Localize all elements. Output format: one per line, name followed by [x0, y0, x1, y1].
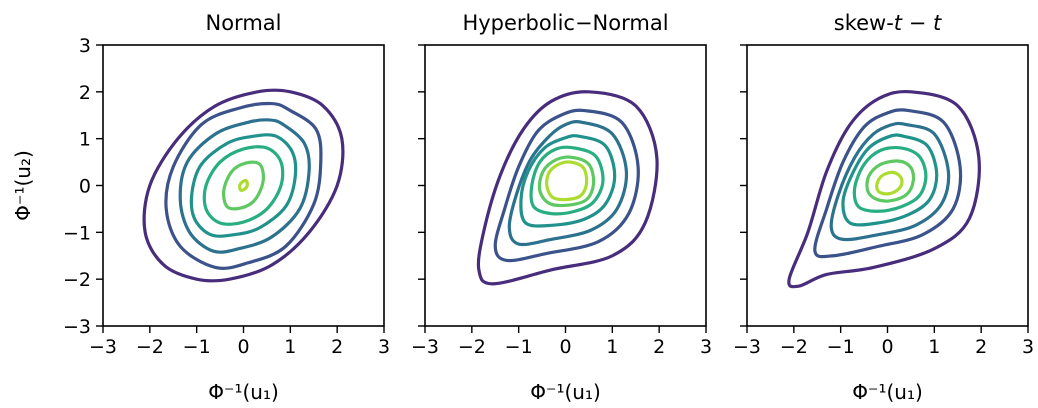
x-tick-label: 0	[559, 336, 571, 358]
x-tick-label: 0	[237, 336, 249, 358]
y-axis-label: Φ⁻¹(u₂)	[11, 150, 35, 221]
chart-title-part: −	[902, 11, 933, 35]
x-tick-label: 2	[653, 336, 665, 358]
x-tick-label: 1	[928, 336, 940, 358]
contour-level-4	[841, 133, 939, 227]
contour-level-1	[787, 89, 981, 289]
x-tick-label: −2	[780, 336, 808, 358]
contour-level-4	[189, 133, 298, 238]
axes-frame	[424, 44, 707, 327]
y-tick-label: −3	[63, 316, 91, 338]
chart-title: Normal	[206, 11, 282, 35]
contour-level-2	[493, 108, 640, 263]
x-tick-label: −2	[458, 336, 486, 358]
x-tick-label: −1	[827, 336, 855, 358]
x-tick-label: 3	[1022, 336, 1034, 358]
x-tick-label: 2	[331, 336, 343, 358]
contour-level-6	[865, 159, 916, 203]
y-tick-label: −2	[63, 269, 91, 291]
chart-title-part: t	[894, 11, 903, 35]
chart-title-part: Normal	[206, 11, 282, 35]
contour-level-7	[238, 178, 249, 193]
panel-1: −3 −2 −1 0 1 2 3 −3 −2 −1 0 1 2 3 Normal Φ⁻¹(u₁) Φ⁻¹(u₂)	[11, 11, 390, 404]
chart-title: skew-t − t	[834, 11, 942, 35]
x-tick-label: 2	[975, 336, 987, 358]
x-axis-label: Φ⁻¹(u₁)	[852, 380, 923, 404]
contour-level-1	[476, 90, 659, 286]
y-tick-label: 0	[79, 176, 91, 198]
x-tick-label: −1	[183, 336, 211, 358]
x-tick-label: 3	[700, 336, 712, 358]
contour-level-4	[519, 134, 617, 228]
x-axis-label: Φ⁻¹(u₁)	[208, 380, 279, 404]
y-tick-label: −1	[63, 222, 91, 244]
y-tick-label: 1	[79, 129, 91, 151]
y-tick-label: 3	[79, 35, 91, 57]
x-tick-label: 3	[378, 336, 390, 358]
panel-2: −3 −2 −1 0 1 2 3 Hyperbolic−Normal Φ⁻¹(u₁)	[411, 11, 712, 404]
contour-level-2	[164, 101, 323, 270]
contour-level-6	[222, 160, 265, 211]
x-tick-label: −3	[89, 336, 117, 358]
axes-frame	[102, 44, 385, 327]
x-tick-label: 1	[284, 336, 296, 358]
chart-title-part: skew-	[834, 11, 894, 35]
x-tick-label: −2	[136, 336, 164, 358]
x-tick-label: −3	[733, 336, 761, 358]
contour-level-6	[537, 155, 596, 208]
chart-title: Hyperbolic−Normal	[462, 11, 668, 35]
contour-level-7	[875, 170, 904, 196]
contour-level-5	[529, 145, 605, 216]
contour-level-3	[178, 118, 311, 254]
x-tick-label: −1	[505, 336, 533, 358]
contour-group	[787, 89, 981, 289]
panels: −3 −2 −1 0 1 2 3−3−2−10123NormalΦ⁻¹(u₁)Φ⁻¹(u₂)…	[11, 11, 1034, 404]
contour-level-3	[507, 120, 629, 247]
contour-level-7	[545, 160, 589, 202]
x-tick-label: 1	[606, 336, 618, 358]
chart-title-part: t	[933, 11, 942, 35]
contour-level-3	[829, 121, 951, 242]
contour-level-5	[852, 145, 928, 213]
panel-3: −3 −2 −1 0 1 2 3 skew-t − t Φ⁻¹(u₁)	[733, 11, 1034, 404]
contour-group	[476, 90, 659, 286]
contour-level-5	[202, 145, 285, 226]
x-tick-label: −3	[411, 336, 439, 358]
x-tick-label: 0	[881, 336, 893, 358]
contour-level-1	[142, 88, 345, 283]
contour-level-2	[813, 108, 963, 259]
x-axis-label: Φ⁻¹(u₁)	[530, 380, 601, 404]
chart-title-part: Hyperbolic−Normal	[462, 11, 668, 35]
y-tick-label: 2	[79, 82, 91, 104]
contour-group	[142, 88, 345, 283]
